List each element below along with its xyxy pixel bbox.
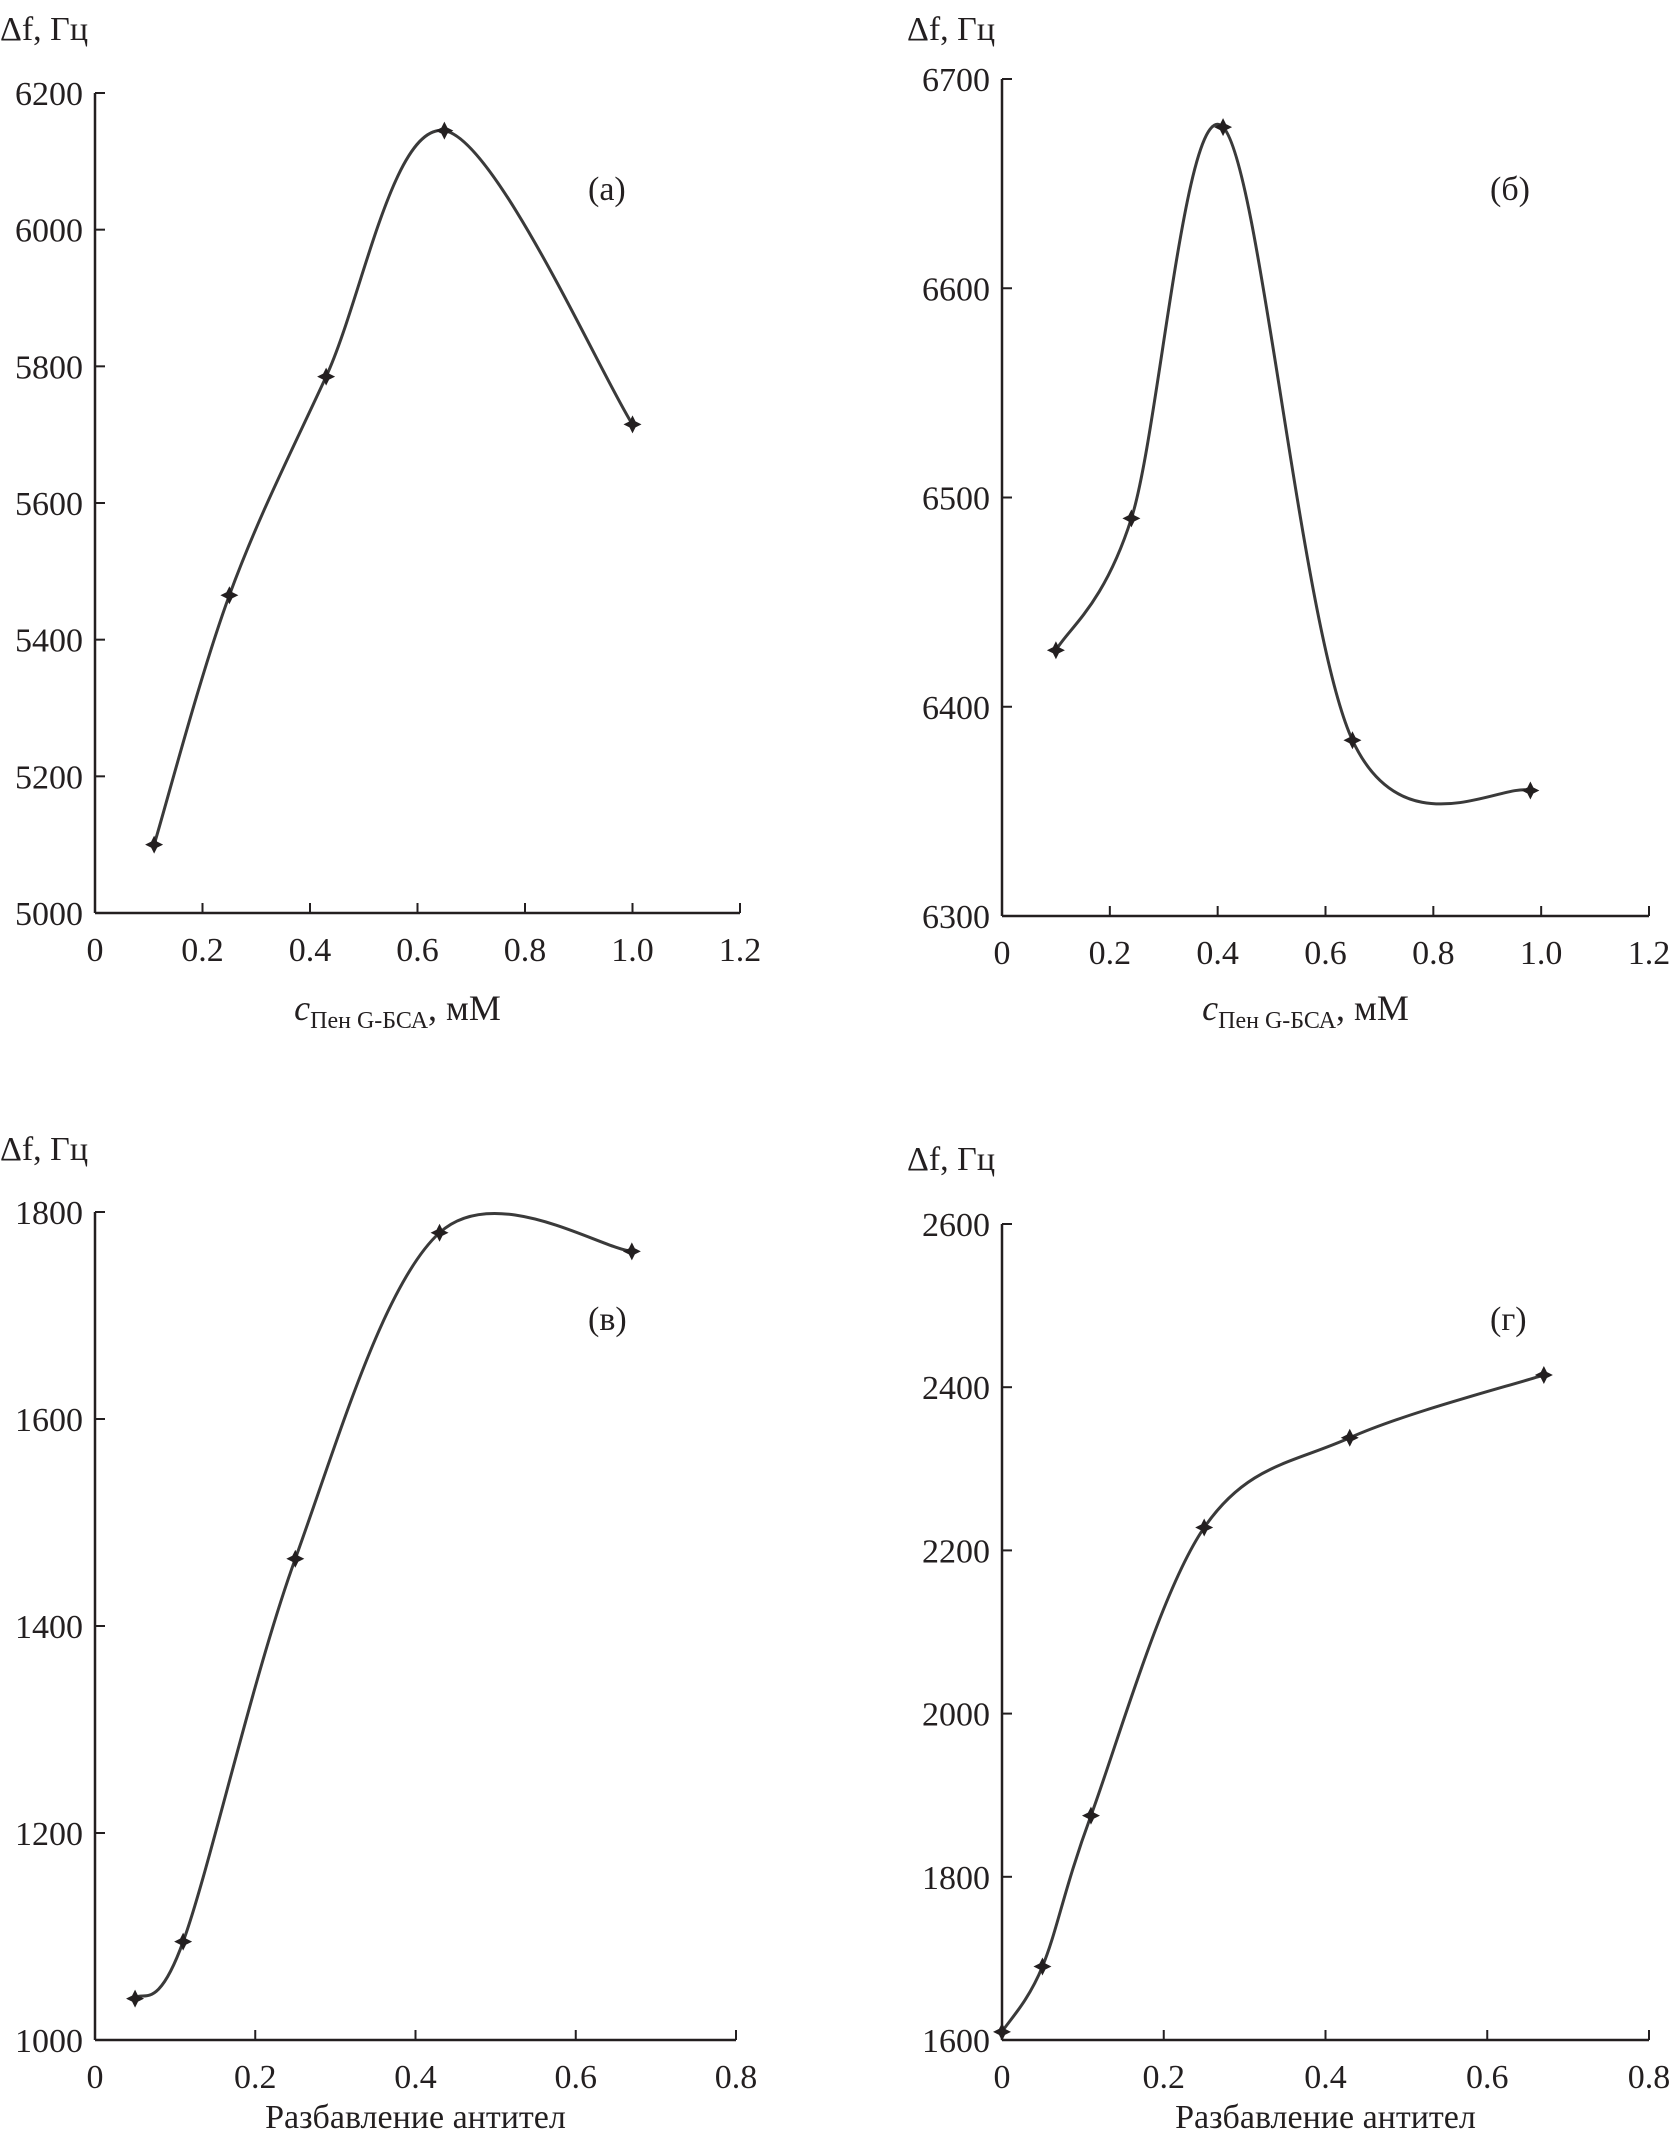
x-tick-label: 0.8	[715, 2059, 758, 2096]
x-tick-label: 1.2	[719, 932, 762, 969]
chart-panel-1: 6300 6400 6500 6600 6700 0 0.2 0.4 0.6 0.8 1.0 1.2 Δ…	[907, 11, 1670, 1034]
panel-label: (а)	[588, 171, 626, 208]
x-tick-label: 0.2	[1143, 2059, 1186, 2096]
x-tick-label: 0.8	[1628, 2059, 1670, 2096]
y-tick-label: 1800	[15, 1195, 83, 1232]
x-axis-label: Разбавление антител	[265, 2099, 566, 2136]
y-tick-label: 1400	[15, 1609, 83, 1646]
x-label-symbol: c	[1202, 988, 1218, 1028]
y-tick-label: 6300	[922, 899, 990, 936]
y-tick-label: 1000	[15, 2023, 83, 2060]
panel-label: (г)	[1490, 1301, 1527, 1338]
y-tick-label: 6000	[15, 213, 83, 250]
x-tick-label: 0.6	[1466, 2059, 1509, 2096]
y-axis-label: Δf, Гц	[0, 1131, 88, 1168]
panel-label: (в)	[588, 1301, 627, 1338]
x-tick-label: 0.6	[555, 2059, 598, 2096]
y-tick-label: 6700	[922, 62, 990, 99]
data-point	[174, 1932, 193, 1951]
data-point	[1033, 1957, 1052, 1976]
y-tick-label: 5200	[15, 759, 83, 796]
data-point	[1214, 118, 1233, 137]
data-point	[435, 121, 454, 140]
series-line	[133, 1212, 633, 2000]
x-tick-label: 0.4	[1196, 935, 1239, 972]
x-tick-label: 0	[87, 2059, 104, 2096]
x-tick-label: 1.2	[1628, 935, 1670, 972]
chart-panel-3: 1600 1800 2000 2200 2400 2600 0 0.2 0.4 0.6 0.8 Δf,…	[907, 1141, 1670, 2136]
series-line	[1000, 1373, 1545, 2033]
x-tick-label: 1.0	[611, 932, 654, 969]
x-label-unit: , мМ	[1336, 988, 1409, 1028]
data-point	[220, 586, 239, 605]
x-label-subscript: Пен G-БСА	[1218, 1008, 1337, 1034]
y-axis-label: Δf, Гц	[0, 11, 88, 48]
series-line	[152, 129, 634, 846]
x-axis-label: cПен G-БСА, мМ	[1202, 988, 1409, 1034]
data-point	[1195, 1518, 1214, 1537]
x-label-symbol: c	[294, 988, 310, 1028]
x-label-unit: , мМ	[428, 988, 501, 1028]
data-point	[1534, 1365, 1553, 1384]
x-tick-label: 0.8	[1412, 935, 1455, 972]
y-tick-label: 1800	[922, 1860, 990, 1897]
y-tick-label: 1600	[922, 2023, 990, 2060]
data-point	[317, 367, 336, 386]
y-tick-label: 6600	[922, 271, 990, 308]
data-point	[1340, 1428, 1359, 1447]
x-tick-label: 0.2	[1089, 935, 1132, 972]
y-tick-label: 2000	[922, 1697, 990, 1734]
x-tick-label: 0.2	[181, 932, 224, 969]
x-tick-label: 0.8	[504, 932, 547, 969]
x-tick-label: 0.6	[396, 932, 439, 969]
x-tick-label: 0.4	[394, 2059, 437, 2096]
y-tick-label: 5600	[15, 486, 83, 523]
data-point	[1521, 781, 1540, 800]
y-tick-label: 1200	[15, 1816, 83, 1853]
data-point	[1343, 731, 1362, 750]
x-tick-label: 0.6	[1304, 935, 1347, 972]
data-point	[145, 835, 164, 854]
y-tick-label: 2400	[922, 1370, 990, 1407]
x-tick-label: 0	[87, 932, 104, 969]
data-point	[1122, 509, 1141, 528]
x-axis-label: cПен G-БСА, мМ	[294, 988, 501, 1034]
x-tick-label: 0	[994, 2059, 1011, 2096]
y-tick-label: 2600	[922, 1207, 990, 1244]
x-axis-label: Разбавление антител	[1175, 2099, 1476, 2136]
data-point	[623, 415, 642, 434]
data-point	[430, 1223, 449, 1242]
y-tick-label: 6400	[922, 690, 990, 727]
data-point	[993, 2022, 1011, 2041]
data-point	[1081, 1806, 1100, 1825]
panel-label: (б)	[1490, 171, 1530, 208]
series-line	[1054, 122, 1531, 806]
y-axis-label: Δf, Гц	[907, 1141, 995, 1178]
data-point	[1046, 641, 1065, 660]
y-tick-label: 5000	[15, 896, 83, 933]
y-axis-label: Δf, Гц	[907, 11, 995, 48]
y-tick-label: 5400	[15, 623, 83, 660]
chart-panel-2: 1000 1200 1400 1600 1800 0 0.2 0.4 0.6 0.8 Δf, Гц Р…	[0, 1131, 757, 2136]
y-tick-label: 6500	[922, 481, 990, 518]
data-point	[286, 1549, 305, 1568]
x-label-subscript: Пен G-БСА	[310, 1008, 429, 1034]
data-point	[622, 1242, 641, 1261]
y-tick-label: 6200	[15, 76, 83, 113]
y-tick-label: 5800	[15, 349, 83, 386]
chart-panel-0: 5000 5200 5400 5600 5800 6000 6200 0 0.2 0.4 0.6 0.…	[0, 11, 761, 1034]
y-tick-label: 1600	[15, 1402, 83, 1439]
x-tick-label: 0.4	[1304, 2059, 1347, 2096]
y-tick-label: 2200	[922, 1533, 990, 1570]
data-point	[126, 1989, 145, 2008]
x-tick-label: 0	[994, 935, 1011, 972]
x-tick-label: 0.2	[234, 2059, 277, 2096]
x-tick-label: 0.4	[289, 932, 332, 969]
x-tick-label: 1.0	[1520, 935, 1563, 972]
